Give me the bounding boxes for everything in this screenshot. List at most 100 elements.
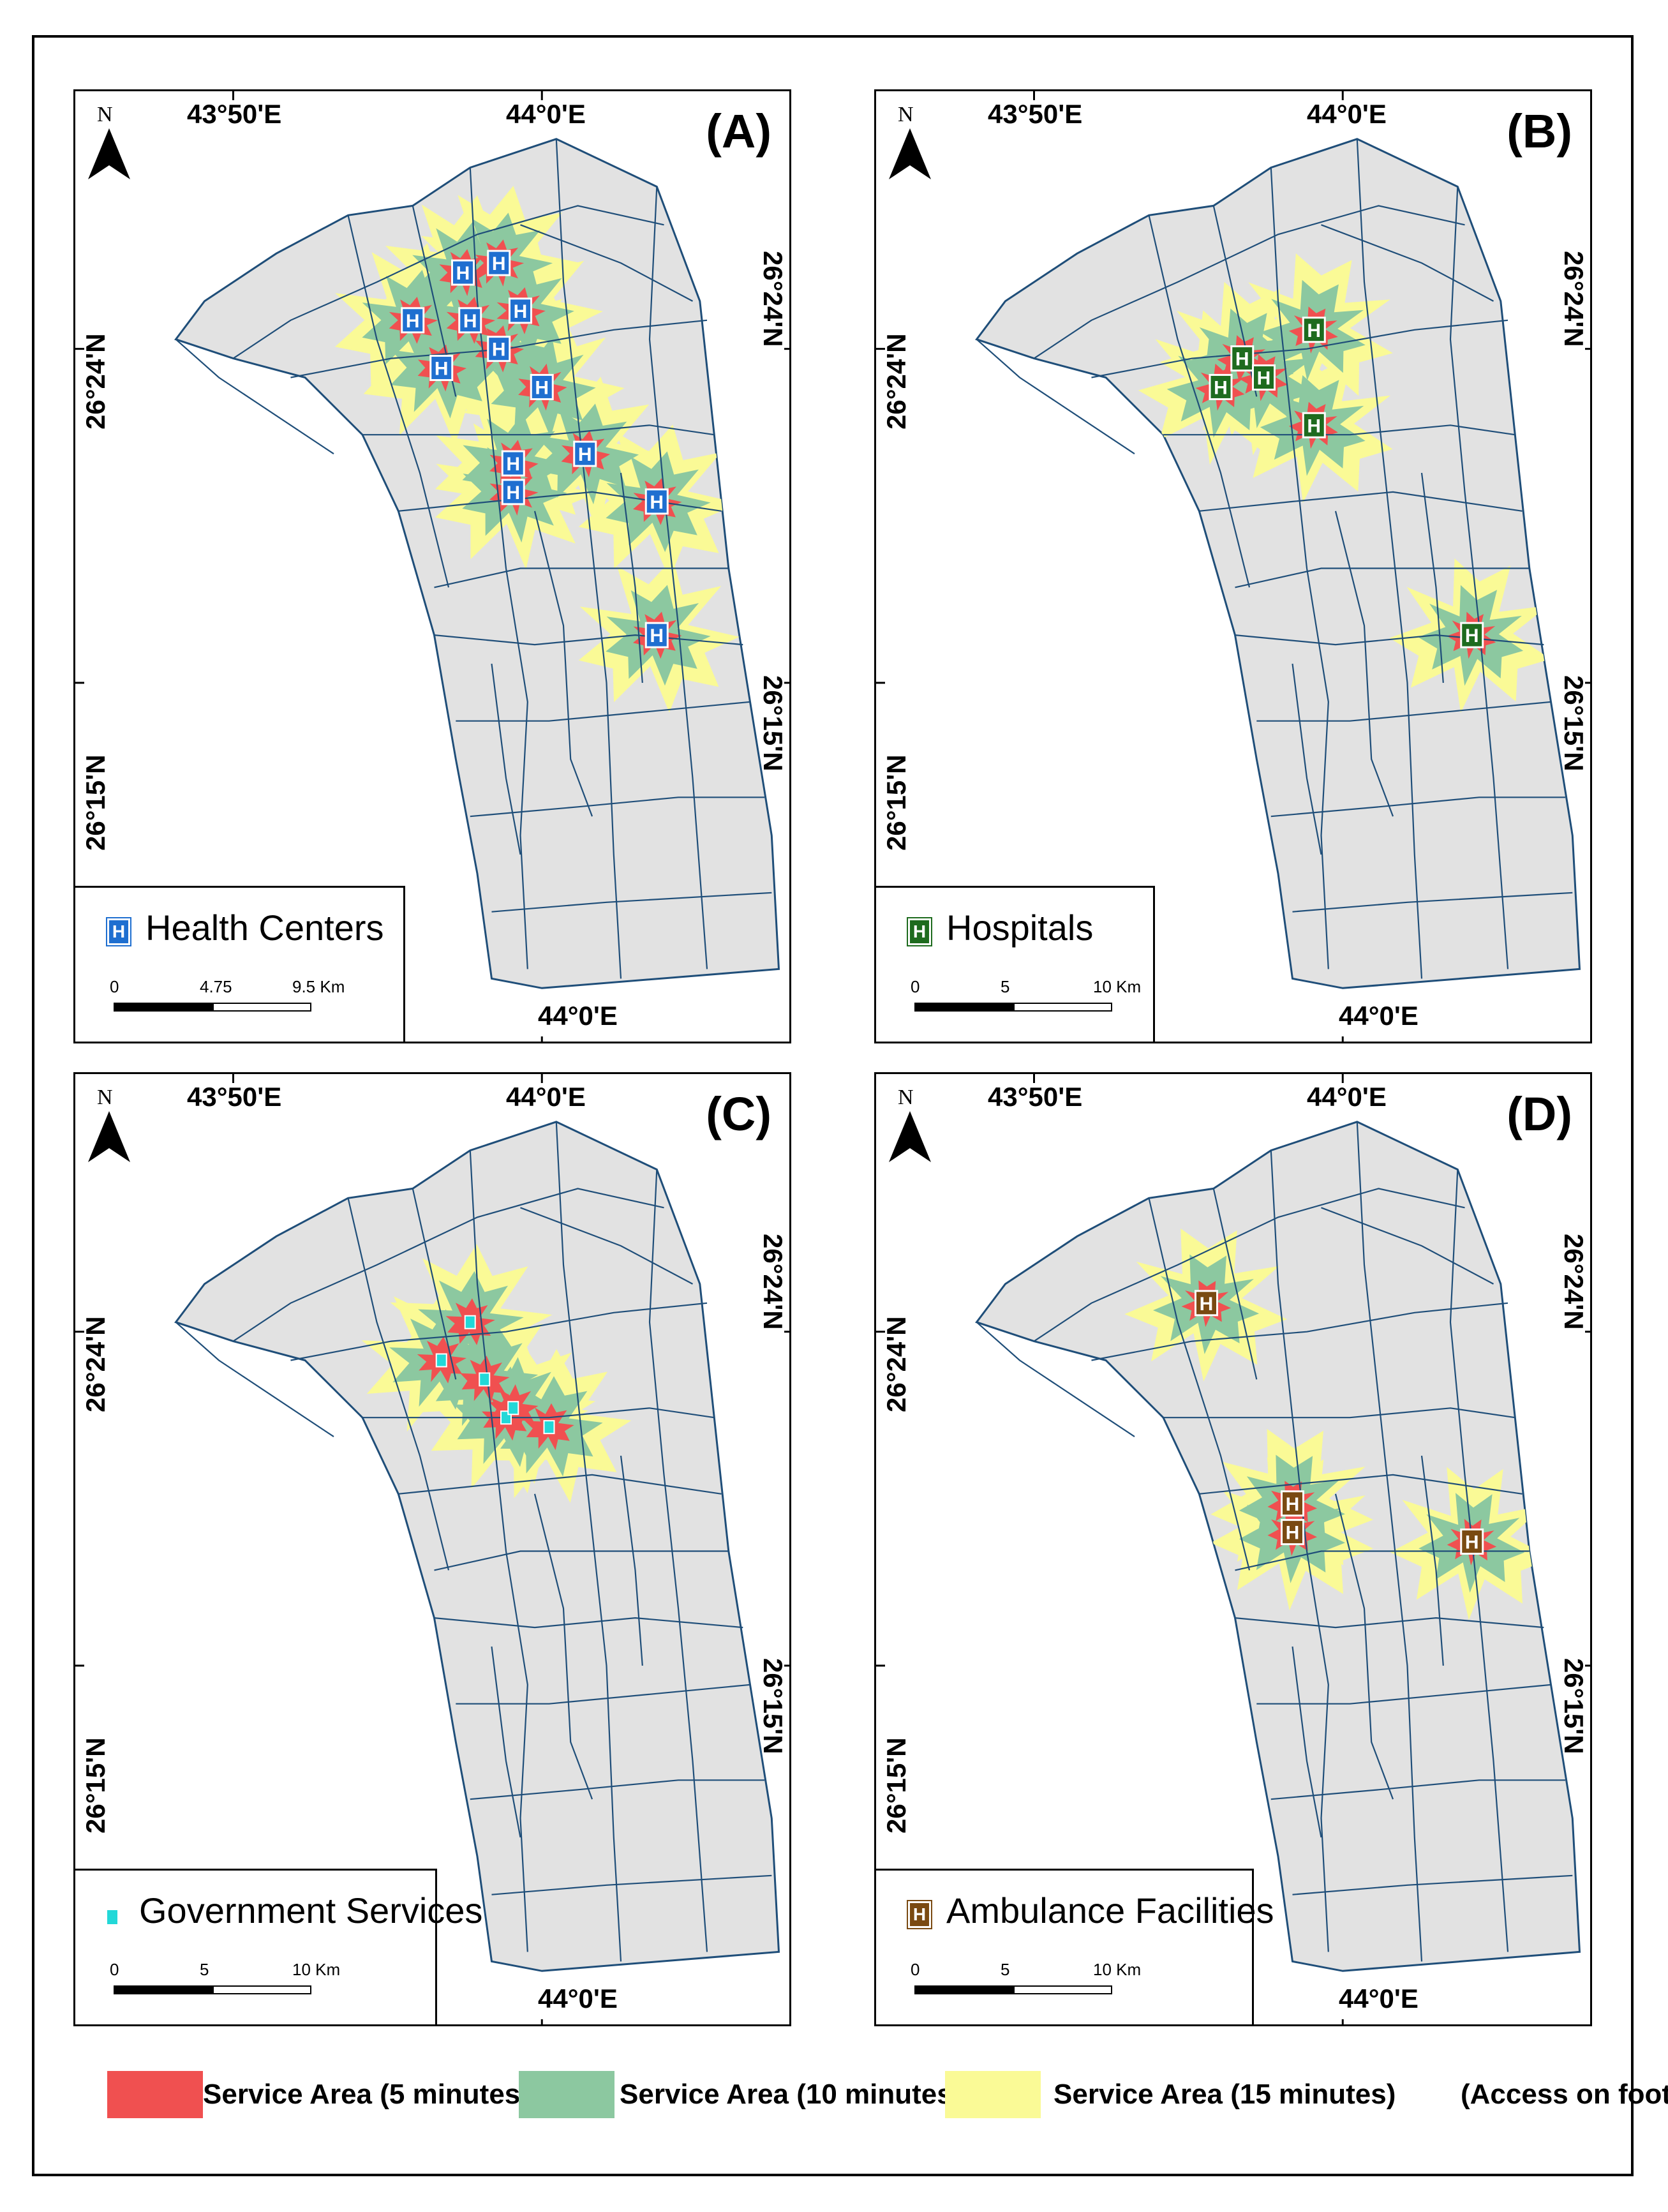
road-line: [456, 1684, 750, 1705]
lon-label-east-bottom: 44°0'E: [538, 1984, 618, 2014]
service-area-legend: Service Area (5 minutes) Service Area (1…: [107, 2071, 1668, 2128]
road-line: [555, 138, 622, 979]
legend-label-10min: Service Area (10 minutes): [620, 2079, 962, 2110]
health-center-icon: H: [644, 622, 669, 648]
lon-label-east: 44°0'E: [506, 99, 586, 129]
lon-label-west: 43°50'E: [988, 1082, 1083, 1112]
road-line: [491, 1646, 521, 1838]
road-line: [620, 1455, 643, 1666]
facility-letter-h: H: [492, 340, 506, 361]
scale-label: 0: [911, 1960, 920, 1979]
road-line: [1033, 205, 1465, 359]
legend-label-15min: Service Area (15 minutes): [1054, 2079, 1396, 2110]
scale-label: 0: [110, 977, 119, 996]
facility-letter-h: H: [506, 454, 520, 475]
panel-label: (B): [1507, 105, 1572, 158]
scale-label: 5: [1001, 1960, 1010, 1979]
scale-label: 10 Km: [1093, 1960, 1142, 1979]
road-line: [533, 511, 593, 817]
road-line: [491, 892, 772, 913]
scale-segment-black: [914, 1985, 1013, 1994]
facility-letter-h: H: [1200, 1294, 1214, 1315]
road-line: [1199, 1474, 1523, 1495]
road-line: [1292, 1646, 1322, 1838]
ambulance-facility-icon: H: [1195, 1290, 1218, 1317]
road-line: [1420, 472, 1444, 683]
road-line: [1033, 1188, 1465, 1342]
north-arrow-icon: [88, 128, 130, 179]
legend-title: Health Centers: [145, 908, 384, 948]
ambulance-facility-icon: H: [1281, 1490, 1304, 1517]
lon-label-west: 43°50'E: [988, 99, 1083, 129]
map-panel-c: N (C) 43°50'E 44°0'E 44°0'E 26°24'N 26°15'N 26°…: [73, 1072, 791, 2026]
road-line: [1235, 634, 1544, 646]
road-line: [1148, 215, 1251, 588]
panel-legend: H Ambulance Facilities 0 5 10 Km: [876, 1869, 1274, 2024]
map-canvas: [75, 1074, 789, 2024]
scale-bar: 0 5 10 Km: [110, 1954, 343, 2011]
road-line: [1199, 491, 1523, 512]
facility-square: [644, 488, 669, 515]
lat-label-south-right: 26°15'N: [1559, 1658, 1589, 1754]
road-line: [347, 1198, 450, 1571]
scale-label: 10 Km: [1093, 977, 1142, 996]
road-line: [555, 1121, 622, 1962]
hospital-icon: H: [1302, 317, 1326, 343]
road-line: [1091, 1302, 1508, 1361]
road-line: [412, 1188, 457, 1380]
scale-label: 0: [110, 1960, 119, 1979]
scale-segment-black: [114, 1003, 212, 1012]
road-line: [976, 338, 1135, 455]
facility-letter-h: H: [492, 253, 506, 274]
government-service-square: [435, 1353, 447, 1368]
facility-letter-h: H: [1214, 377, 1228, 398]
legend-title: Ambulance Facilities: [946, 1890, 1274, 1931]
road-line: [976, 1321, 1135, 1438]
legend-swatch-15min: [945, 2071, 1041, 2118]
study-area: [975, 138, 1581, 989]
legend-note-access: (Access on foot): [1461, 2079, 1668, 2110]
road-line: [434, 634, 743, 646]
facility-letter-h: H: [578, 444, 592, 465]
hospital-icon: H: [1230, 345, 1255, 372]
facility-letter-h: H: [435, 359, 449, 380]
facility-square: [1230, 345, 1255, 372]
facility-square: [501, 479, 525, 505]
lat-label-north-left: 26°24'N: [80, 1316, 110, 1412]
legend-label-5min: Service Area (5 minutes): [203, 2079, 530, 2110]
facility-square: [451, 259, 475, 286]
road-line: [520, 1207, 694, 1285]
facility-letter-h: H: [535, 377, 549, 398]
road-line: [491, 663, 521, 855]
map-panel-a: H H H H H H H H H H H H H N (A) 43°50'E 44°0'E 44°0'E 26°2…: [73, 89, 791, 1043]
scale-segment-white: [212, 1985, 311, 1994]
health-center-icon: H: [501, 450, 525, 477]
health-center-icon: H: [573, 440, 597, 467]
graticule-ticks: [876, 91, 1590, 1042]
health-center-icon: H: [487, 250, 511, 276]
lon-label-west: 43°50'E: [187, 99, 282, 129]
lat-label-north-right: 26°24'N: [758, 251, 788, 347]
road-line: [1449, 186, 1509, 969]
ambulance-facility-icon: H: [1460, 1528, 1484, 1555]
road-line: [1163, 424, 1515, 436]
facility-square: [487, 250, 511, 276]
road-line: [491, 1874, 772, 1895]
facility-letter-h: H: [1307, 320, 1321, 341]
government-service-icon: [107, 1910, 117, 1924]
road-line: [434, 1617, 743, 1629]
facility-letter-h: H: [1307, 415, 1321, 437]
road-line: [232, 205, 664, 359]
figure-frame: [32, 35, 1634, 2176]
study-area: [174, 138, 780, 989]
road-line: [1235, 567, 1530, 588]
study-area: [174, 1121, 780, 1972]
lon-label-east: 44°0'E: [1307, 1082, 1387, 1112]
road-line: [1270, 167, 1329, 969]
road-line: [1292, 892, 1573, 913]
hospital-icon: H: [907, 917, 932, 946]
road-line: [470, 1779, 764, 1800]
health-center-icon: H: [451, 259, 475, 286]
